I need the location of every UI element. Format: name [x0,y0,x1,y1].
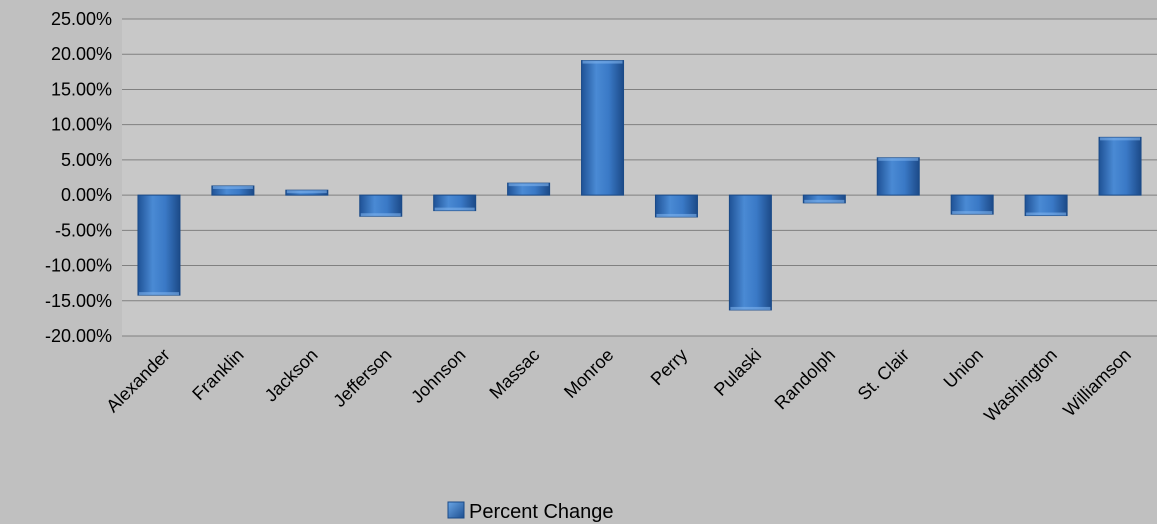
bar [950,194,994,215]
bar-cap [138,292,179,296]
y-tick-label: -15.00% [45,291,112,311]
y-tick-label: 15.00% [51,79,112,99]
bar [433,194,477,212]
y-tick-label: 20.00% [51,44,112,64]
bar [802,194,846,204]
legend-swatch [447,501,465,519]
bar-cap [804,199,845,203]
x-category-label: Jackson [261,345,322,406]
x-category-label: Johnson [407,345,469,407]
y-tick-label: 5.00% [61,150,112,170]
x-category-label: Randolph [771,345,840,414]
bar-body [654,194,698,218]
bar [1098,136,1142,196]
bar-cap [730,306,771,310]
bar [1024,194,1068,217]
bar [728,194,772,311]
x-category-label: Perry [647,345,692,390]
bar [285,189,329,196]
bar-cap [878,157,919,161]
bar-cap [212,185,253,189]
x-category-label: Monroe [560,345,617,402]
bar-cap [656,213,697,217]
y-tick-label: -5.00% [55,220,112,240]
bar-body [137,194,181,296]
x-category-label: Williamson [1059,345,1135,421]
bar-body [728,194,772,311]
x-category-label: St. Clair [854,345,913,404]
bar [359,194,403,217]
bars [137,60,1142,311]
plot-area [122,19,1157,336]
bar-cap [582,60,623,64]
y-tick-label: 0.00% [61,185,112,205]
y-tick-label: 25.00% [51,9,112,29]
x-category-label: Jefferson [329,345,395,411]
bar-cap [1100,137,1141,141]
bar-cap [434,207,475,211]
bar-cap [286,190,327,194]
bar-body [950,194,994,215]
bar-body [1098,136,1142,196]
bar-cap [508,183,549,187]
x-category-label: Alexander [102,345,173,416]
legend: Percent Change [447,501,614,523]
bar-body [1024,194,1068,217]
bar-body [581,60,625,196]
bar [654,194,698,218]
legend-label: Percent Change [469,501,614,523]
bar [876,157,920,196]
y-axis-tick-labels: 25.00% 20.00% 15.00% 10.00% 5.00% 0.00% -5.00%… [45,9,112,346]
y-tick-label: -20.00% [45,326,112,346]
bar [507,182,551,196]
x-axis-category-labels: Alexander Franklin Jackson Jefferson Johnson… [102,345,1135,426]
y-tick-label: 10.00% [51,115,112,135]
y-tick-label: -10.00% [45,256,112,276]
bar-body [359,194,403,217]
bar-cap [952,211,993,215]
x-category-label: Union [940,345,987,392]
x-category-label: Franklin [188,345,247,404]
x-category-label: Washington [980,345,1061,426]
bar [211,185,255,196]
plot-background [122,19,1157,336]
bar-cap [1026,212,1067,216]
bar [137,194,181,296]
x-category-label: Massac [485,345,543,403]
x-category-label: Pulaski [710,345,765,400]
bar-body [876,157,920,196]
bar [581,60,625,196]
bar-cap [360,213,401,217]
